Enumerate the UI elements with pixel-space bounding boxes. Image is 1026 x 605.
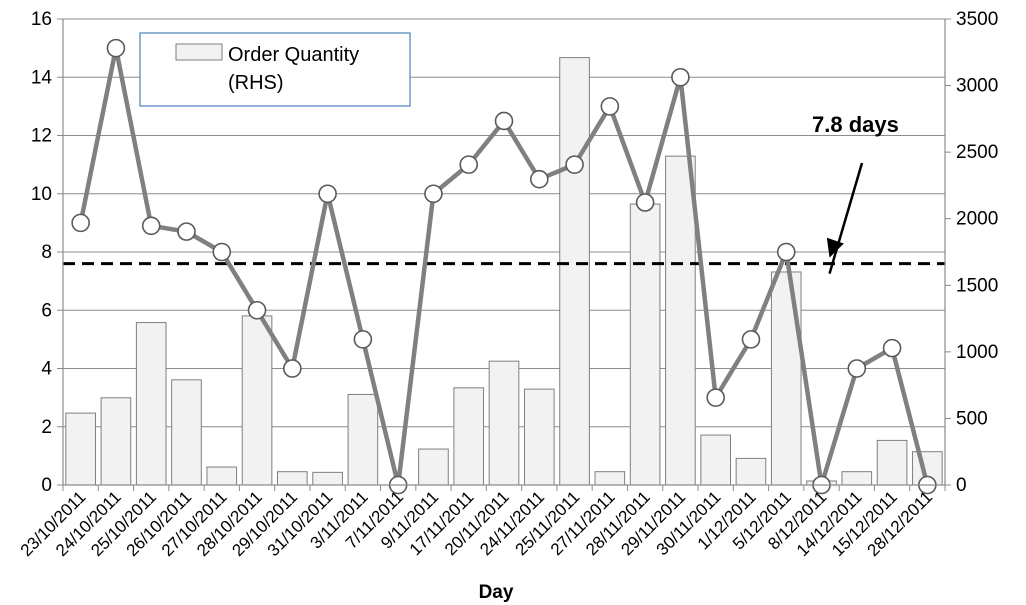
line-point-31/10/2011 bbox=[318, 184, 337, 204]
bar-17/11/2011 bbox=[453, 387, 485, 486]
bar-series bbox=[65, 57, 943, 486]
annotation-arrow-head bbox=[826, 237, 844, 258]
line-point-28/11/2011 bbox=[635, 193, 655, 212]
annotation: 7.8 days bbox=[812, 112, 899, 275]
bar-15/12/2011 bbox=[876, 439, 908, 486]
line-point-17/11/2011 bbox=[459, 155, 479, 174]
bar-27/11/2011 bbox=[594, 471, 626, 486]
line-point-28/10/2011 bbox=[247, 300, 267, 320]
right-axis-tick-labels: 0 500 1000 1500 2000 2500 3000 3500 bbox=[956, 9, 998, 496]
x-axis-title: Day bbox=[479, 582, 514, 603]
left-tick-label: 12 bbox=[31, 126, 52, 147]
annotation-arrow-shaft bbox=[828, 162, 864, 275]
bar-25/10/2011 bbox=[135, 322, 167, 486]
right-tick-label: 3500 bbox=[956, 9, 998, 30]
axes bbox=[57, 18, 951, 491]
bar-24/10/2011 bbox=[100, 397, 132, 486]
bar-23/10/2011 bbox=[65, 412, 96, 486]
legend-swatch-order-quantity bbox=[175, 43, 223, 61]
line-point-5/12/2011 bbox=[776, 242, 796, 262]
bar-3/11/2011 bbox=[347, 393, 379, 486]
line-point-30/11/2011 bbox=[706, 388, 725, 407]
right-tick-label: 1500 bbox=[956, 275, 998, 296]
left-tick-label: 8 bbox=[41, 242, 52, 263]
line-point-25/10/2011 bbox=[141, 216, 161, 236]
left-tick-label: 14 bbox=[31, 67, 53, 88]
bar-20/11/2011 bbox=[488, 360, 520, 486]
bar-27/10/2011 bbox=[206, 466, 238, 486]
line-point-24/11/2011 bbox=[529, 169, 549, 189]
legend-label-suffix: (RHS) bbox=[228, 72, 284, 94]
line-point-20/11/2011 bbox=[494, 111, 514, 131]
line-point-25/11/2011 bbox=[565, 155, 584, 174]
annotation-label: 7.8 days bbox=[812, 112, 899, 137]
bar-28/11/2011 bbox=[629, 203, 661, 486]
bar-29/10/2011 bbox=[277, 471, 308, 486]
line-point-3/11/2011 bbox=[353, 330, 373, 349]
bar-31/10/2011 bbox=[312, 471, 343, 486]
bar-9/11/2011 bbox=[418, 448, 449, 486]
left-tick-label: 6 bbox=[41, 300, 52, 321]
line-point-14/12/2011 bbox=[847, 359, 867, 378]
bar-1/12/2011 bbox=[735, 457, 767, 486]
bar-30/11/2011 bbox=[700, 434, 731, 486]
bar-29/11/2011 bbox=[665, 155, 696, 486]
bar-5/12/2011 bbox=[770, 271, 802, 486]
right-tick-label: 2000 bbox=[956, 209, 998, 230]
line-point-29/10/2011 bbox=[283, 359, 302, 378]
right-tick-label: 500 bbox=[956, 408, 988, 429]
line-point-27/10/2011 bbox=[212, 242, 232, 262]
legend: Order Quantity (RHS) bbox=[139, 32, 411, 107]
bar-28/10/2011 bbox=[241, 315, 273, 486]
line-point-24/10/2011 bbox=[106, 38, 126, 58]
x-axis-tick-labels: 23/10/201124/10/201125/10/201126/10/2011… bbox=[17, 487, 936, 560]
line-point-1/12/2011 bbox=[741, 330, 761, 349]
left-tick-label: 16 bbox=[31, 9, 52, 30]
line-point-15/12/2011 bbox=[882, 338, 902, 358]
left-tick-label: 4 bbox=[41, 359, 52, 380]
line-point-26/10/2011 bbox=[177, 222, 196, 241]
right-tick-label: 1000 bbox=[956, 342, 998, 363]
right-tick-label: 0 bbox=[956, 475, 967, 496]
right-tick-label: 3000 bbox=[956, 76, 998, 97]
left-tick-label: 2 bbox=[41, 417, 52, 438]
bar-14/12/2011 bbox=[841, 471, 873, 486]
line-point-23/10/2011 bbox=[71, 213, 90, 233]
bar-26/10/2011 bbox=[171, 379, 202, 486]
line-point-27/11/2011 bbox=[600, 97, 620, 116]
bar-24/11/2011 bbox=[523, 388, 555, 486]
right-tick-label: 2500 bbox=[956, 142, 998, 163]
line-point-9/11/2011 bbox=[424, 184, 443, 204]
bar-25/11/2011 bbox=[559, 57, 590, 486]
left-axis-tick-labels: 0 2 4 6 8 10 12 14 16 bbox=[31, 9, 53, 496]
left-tick-label: 0 bbox=[41, 475, 52, 496]
line-point-29/11/2011 bbox=[671, 67, 690, 87]
left-tick-label: 10 bbox=[31, 184, 52, 205]
legend-label-order-quantity: Order Quantity bbox=[228, 44, 359, 66]
